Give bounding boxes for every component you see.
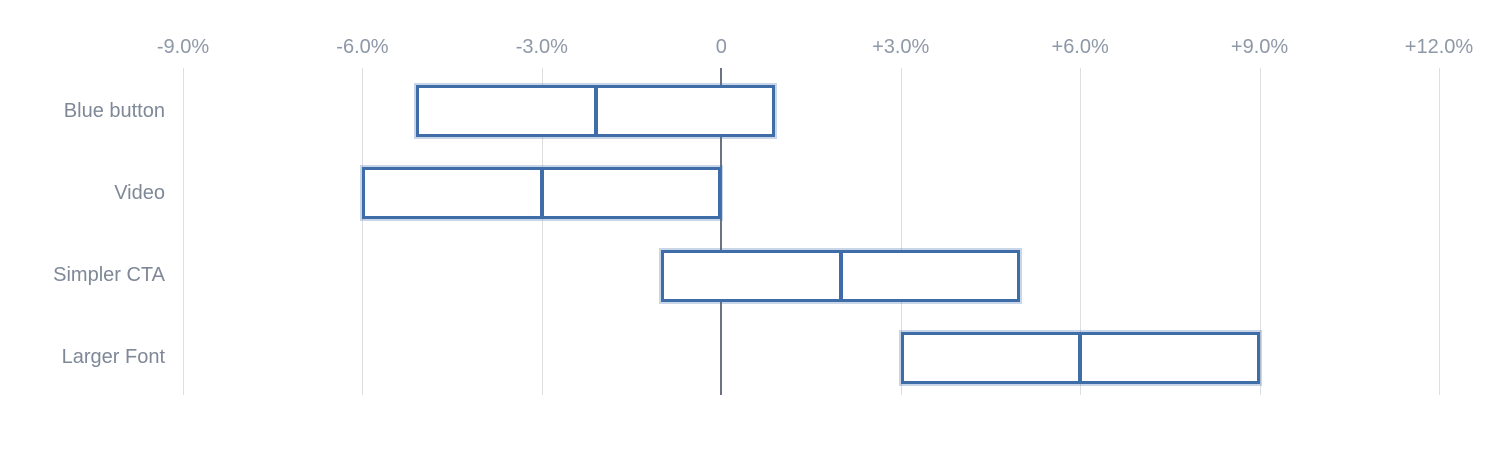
bar-midpoint-line xyxy=(539,167,544,220)
gridline xyxy=(1259,68,1261,395)
gridline xyxy=(1080,68,1082,395)
axis-tick-label: -9.0% xyxy=(156,36,210,58)
category-label-simpler-cta: Simpler CTA xyxy=(53,263,165,286)
bar-midpoint-line xyxy=(838,249,843,302)
axis-tick-label: 0 xyxy=(715,36,727,58)
bar-midpoint-line xyxy=(1078,331,1083,384)
axis-tick-label: +6.0% xyxy=(1051,36,1109,58)
category-label-larger-font: Larger Font xyxy=(61,346,165,369)
gridline xyxy=(900,68,902,395)
category-label-video: Video xyxy=(114,181,165,204)
gridline xyxy=(183,68,184,395)
axis-top: -9.0% -6.0% -3.0% 0 +3.0% +6.0% +9.0% +12.0% xyxy=(0,0,1512,68)
range-bar-larger-font xyxy=(900,331,1260,384)
axis-tick-label: +3.0% xyxy=(872,36,930,58)
grid-layer xyxy=(0,68,1512,395)
range-bar-simpler-cta xyxy=(661,249,1021,302)
zero-gridline xyxy=(720,68,723,395)
gridline xyxy=(362,68,364,395)
range-bar-blue-button xyxy=(416,85,776,138)
axis-tick-label: +9.0% xyxy=(1230,36,1289,58)
bar-midpoint-line xyxy=(593,85,598,138)
category-label-blue-button: Blue button xyxy=(63,99,165,122)
axis-tick-label: -3.0% xyxy=(515,36,568,58)
range-bar-video xyxy=(362,167,722,220)
gridline xyxy=(1439,68,1440,395)
gridline xyxy=(541,68,543,395)
axis-tick-label: +12.0% xyxy=(1404,36,1474,58)
axis-tick-label: -6.0% xyxy=(336,36,389,58)
